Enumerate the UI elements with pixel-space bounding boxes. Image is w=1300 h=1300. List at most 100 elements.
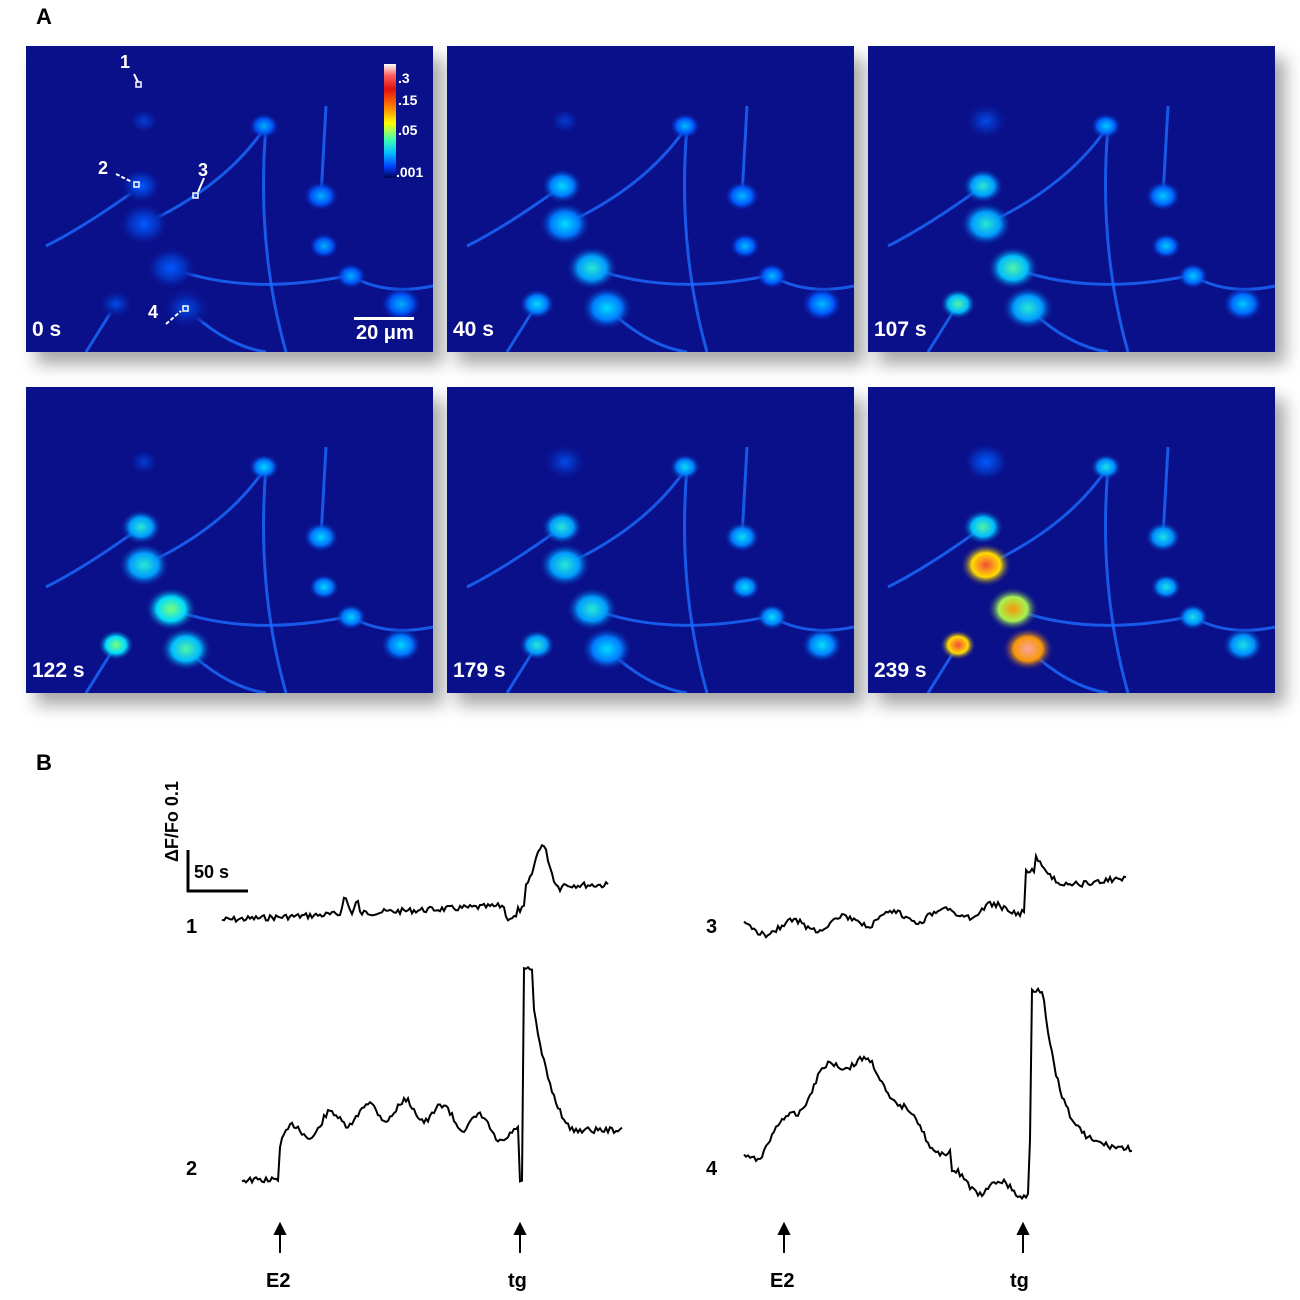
cell-body xyxy=(801,286,843,322)
roi-markers xyxy=(115,73,205,325)
cell-body xyxy=(987,246,1039,290)
image-background xyxy=(447,46,854,352)
cell-body xyxy=(962,101,1010,141)
trace-label: 3 xyxy=(706,916,718,938)
image-frame-3: 107 s xyxy=(868,46,1275,352)
panel-a-letter: A xyxy=(36,4,52,29)
image-frame-5: 179 s xyxy=(447,387,854,693)
colorbar-tick: .05 xyxy=(398,122,418,138)
cell-body xyxy=(118,202,170,246)
roi-label: 1 xyxy=(120,52,131,72)
cell-body xyxy=(960,543,1012,587)
calcium-image xyxy=(868,46,1275,352)
frame-time-label: 0 s xyxy=(32,318,62,341)
roi-label: 3 xyxy=(198,160,209,180)
image-frame-6: 239 s xyxy=(868,387,1275,693)
cell-body xyxy=(581,627,633,671)
cell-body xyxy=(380,286,422,322)
scale-bar-y-label: ΔF/Fo 0.1 xyxy=(162,781,182,862)
cell-body xyxy=(335,603,367,631)
cell-body xyxy=(939,629,977,661)
frame-time-label: 107 s xyxy=(874,318,927,341)
calcium-image xyxy=(447,46,854,352)
cell-body xyxy=(962,509,1004,545)
roi-label: 2 xyxy=(98,158,109,178)
neurite xyxy=(262,466,288,693)
image-background xyxy=(868,46,1275,352)
trace-label: 1 xyxy=(186,916,198,938)
cell-body xyxy=(1144,180,1182,212)
trace-label: 2 xyxy=(186,1158,198,1180)
cell-body xyxy=(541,168,583,204)
cell-body xyxy=(801,627,843,663)
event-label-tg: tg xyxy=(1010,1270,1029,1292)
cell-body xyxy=(380,627,422,663)
panel-b-letter: B xyxy=(36,750,52,775)
neurite xyxy=(683,125,709,352)
scale-bar-label: 20 μm xyxy=(356,322,414,344)
cell-body xyxy=(723,180,761,212)
cell-body xyxy=(541,509,583,545)
cell-body xyxy=(518,288,556,320)
neurite xyxy=(1104,125,1130,352)
image-background xyxy=(26,387,433,693)
cell-body xyxy=(97,288,135,320)
cell-body xyxy=(120,442,168,482)
cell-body xyxy=(1177,603,1209,631)
cell-body xyxy=(1222,286,1264,322)
cell-body xyxy=(729,573,761,601)
cell-body xyxy=(539,202,591,246)
scale-bar-lines xyxy=(186,850,248,893)
calcium-image xyxy=(447,387,854,693)
cell-body xyxy=(308,573,340,601)
image-background xyxy=(26,46,433,352)
cell-body xyxy=(566,246,618,290)
cell-body xyxy=(518,629,556,661)
image-background xyxy=(868,387,1275,693)
colorbar-tick: .15 xyxy=(398,92,418,108)
cell-body xyxy=(541,101,589,141)
cell-body xyxy=(1090,112,1122,140)
cell-body xyxy=(960,202,1012,246)
traces-svg xyxy=(186,843,1133,1253)
calcium-image xyxy=(868,387,1275,693)
trace-4 xyxy=(743,986,1133,1201)
cell-body xyxy=(729,232,761,260)
calcium-image xyxy=(26,387,433,693)
cell-body xyxy=(145,246,197,290)
neurite xyxy=(683,466,709,693)
cell-body xyxy=(1177,262,1209,290)
trace-2 xyxy=(241,965,623,1185)
cell-body xyxy=(723,521,761,553)
cell-body xyxy=(756,262,788,290)
cell-body xyxy=(302,521,340,553)
image-frame-2: 40 s xyxy=(447,46,854,352)
cell-body xyxy=(120,101,168,141)
cell-body xyxy=(335,262,367,290)
image-frame-4: 122 s xyxy=(26,387,433,693)
cell-body xyxy=(120,509,162,545)
cell-body xyxy=(1150,232,1182,260)
cell-body xyxy=(539,543,591,587)
cell-body xyxy=(302,180,340,212)
cell-body xyxy=(308,232,340,260)
cell-body xyxy=(120,168,162,204)
event-label-e2: E2 xyxy=(770,1270,795,1292)
trace-label: 4 xyxy=(706,1158,718,1180)
cell-body xyxy=(962,442,1010,482)
cell-body xyxy=(581,286,633,330)
cell-body xyxy=(145,587,197,631)
cell-body xyxy=(160,627,212,671)
trace-3 xyxy=(743,852,1127,939)
neurite xyxy=(262,125,288,352)
cell-body xyxy=(669,112,701,140)
frame-time-label: 239 s xyxy=(874,659,927,682)
cell-body xyxy=(756,603,788,631)
frame-time-label: 40 s xyxy=(453,318,494,341)
cell-body xyxy=(939,288,977,320)
cell-body xyxy=(541,442,589,482)
cell-body xyxy=(1002,286,1054,330)
cell-body xyxy=(1150,573,1182,601)
cell-body xyxy=(248,112,280,140)
cell-body xyxy=(248,453,280,481)
